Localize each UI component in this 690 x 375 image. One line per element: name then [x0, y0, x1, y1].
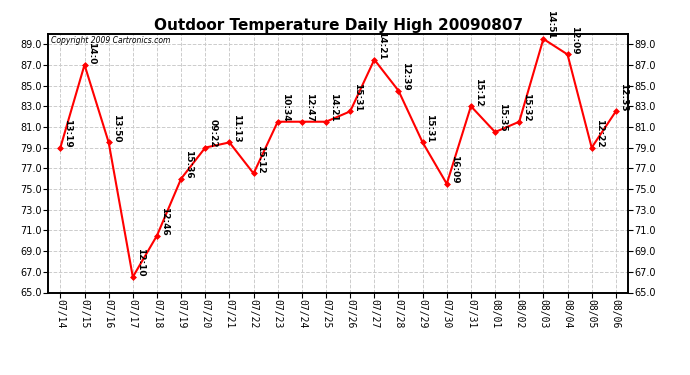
Text: 13:19: 13:19	[63, 119, 72, 147]
Text: 14:51: 14:51	[546, 10, 555, 39]
Text: 15:12: 15:12	[257, 145, 266, 173]
Title: Outdoor Temperature Daily High 20090807: Outdoor Temperature Daily High 20090807	[154, 18, 522, 33]
Text: 09:22: 09:22	[208, 119, 217, 147]
Text: 12:10: 12:10	[136, 248, 145, 277]
Text: 15:31: 15:31	[353, 82, 362, 111]
Text: 13:50: 13:50	[112, 114, 121, 142]
Text: 12:46: 12:46	[160, 207, 169, 236]
Text: 15:36: 15:36	[184, 150, 193, 178]
Text: 12:33: 12:33	[619, 82, 628, 111]
Text: 11:13: 11:13	[233, 114, 241, 142]
Text: 16:09: 16:09	[450, 155, 459, 184]
Text: 14:21: 14:21	[377, 31, 386, 60]
Text: 14:21: 14:21	[329, 93, 338, 122]
Text: 15:31: 15:31	[426, 114, 435, 142]
Text: 14:0: 14:0	[88, 42, 97, 65]
Text: Copyright 2009 Cartronics.com: Copyright 2009 Cartronics.com	[51, 36, 170, 45]
Text: 12:09: 12:09	[571, 26, 580, 54]
Text: 15:32: 15:32	[522, 93, 531, 122]
Text: 12:22: 12:22	[595, 119, 604, 147]
Text: 12:39: 12:39	[402, 62, 411, 91]
Text: 10:34: 10:34	[281, 93, 290, 122]
Text: 15:35: 15:35	[498, 104, 507, 132]
Text: 15:12: 15:12	[474, 78, 483, 106]
Text: 12:47: 12:47	[305, 93, 314, 122]
